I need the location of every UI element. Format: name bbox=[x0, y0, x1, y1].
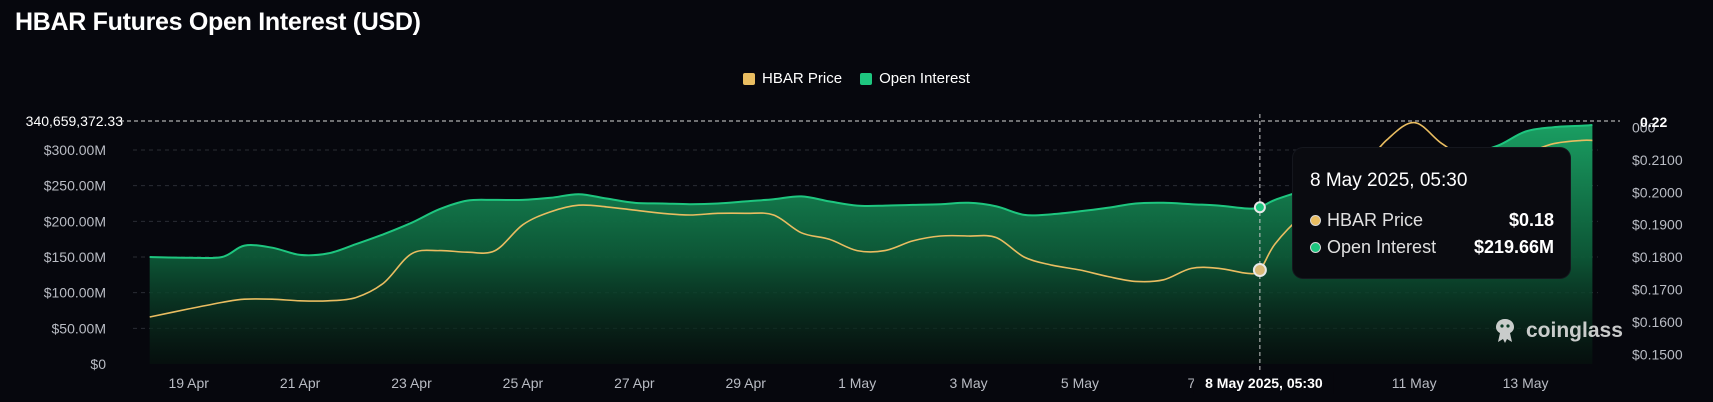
crosshair-date-label: 8 May 2025, 05:30 bbox=[1205, 375, 1323, 391]
tooltip-row-hbar-price: HBAR Price $0.18 bbox=[1310, 210, 1554, 231]
tooltip-row-open-interest: Open Interest $219.66M bbox=[1310, 237, 1554, 258]
crosshair-date-bg bbox=[1193, 372, 1334, 394]
chart-title: HBAR Futures Open Interest (USD) bbox=[15, 8, 421, 36]
x-axis-tick-label: 13 May bbox=[1503, 375, 1549, 391]
right-axis-tick-label: $0.2100 bbox=[1632, 152, 1683, 168]
x-axis-tick-label: 25 Apr bbox=[503, 375, 544, 391]
legend-swatch-open-interest bbox=[860, 72, 873, 85]
tooltip-dot-hbar-price bbox=[1310, 215, 1321, 226]
x-axis-tick-label: 5 May bbox=[1061, 375, 1099, 391]
left-axis-tick-label: $200.00M bbox=[44, 213, 106, 229]
legend-item-open-interest[interactable]: Open Interest bbox=[860, 70, 970, 87]
x-axis-tick-label: 27 Apr bbox=[614, 375, 655, 391]
coinglass-watermark: coinglass bbox=[1490, 316, 1623, 346]
watermark-text: coinglass bbox=[1526, 319, 1623, 342]
tooltip-dot-open-interest bbox=[1310, 242, 1321, 253]
left-axis-tick-label: $50.00M bbox=[52, 320, 106, 336]
right-axis-tick-label: 000 bbox=[1632, 119, 1656, 135]
left-axis-tick-label: $250.00M bbox=[44, 178, 106, 194]
left-axis-tick-label: $300.00M bbox=[44, 142, 106, 158]
left-axis-tick-label: $150.00M bbox=[44, 249, 106, 265]
hbar-price-highlight-point[interactable] bbox=[1252, 263, 1267, 278]
left-axis-tick-label: $100.00M bbox=[44, 285, 106, 301]
tooltip-name: HBAR Price bbox=[1327, 210, 1424, 230]
open-interest-highlight-point[interactable] bbox=[1253, 201, 1266, 214]
x-axis-tick-label: 21 Apr bbox=[280, 375, 321, 391]
legend-label-hbar-price: HBAR Price bbox=[762, 70, 843, 87]
x-axis-tick-label: 3 May bbox=[949, 375, 987, 391]
tooltip-value: $219.66M bbox=[1473, 237, 1554, 257]
chart-legend: HBAR Price Open Interest bbox=[0, 70, 1713, 87]
right-axis-tick-label: $0.1500 bbox=[1632, 346, 1683, 362]
tooltip-name: Open Interest bbox=[1327, 237, 1437, 257]
right-axis-tick-label: $0.1600 bbox=[1632, 314, 1683, 330]
right-axis-tick-label: $0.1700 bbox=[1632, 281, 1683, 297]
tooltip-value: $0.18 bbox=[1508, 210, 1554, 230]
tooltip: 8 May 2025, 05:30 HBAR Price $0.18 Open … bbox=[1293, 148, 1570, 278]
x-axis-tick-label: 23 Apr bbox=[391, 375, 432, 391]
left-axis-tick-label: $0 bbox=[90, 356, 106, 372]
x-axis-tick-label: 29 Apr bbox=[725, 375, 766, 391]
legend-swatch-hbar-price bbox=[743, 72, 756, 85]
open-interest-area bbox=[149, 125, 1593, 364]
right-axis-tick-label: $0.1900 bbox=[1632, 217, 1683, 233]
right-axis-tick-label: $0.2000 bbox=[1632, 184, 1683, 200]
x-axis-tick-label: 11 May bbox=[1392, 375, 1437, 391]
right-axis-tick-label: $0.1800 bbox=[1632, 249, 1683, 265]
tooltip-title: 8 May 2025, 05:30 bbox=[1310, 170, 1468, 191]
legend-item-hbar-price[interactable]: HBAR Price bbox=[743, 70, 842, 87]
x-axis-tick-label: 19 Apr bbox=[168, 375, 209, 391]
x-axis-tick-label: 1 May bbox=[838, 375, 876, 391]
crosshair-price-label: 0.22 bbox=[1640, 114, 1667, 130]
legend-label-open-interest: Open Interest bbox=[879, 70, 970, 87]
crosshair-y-value-label: 340,659,372.33 bbox=[26, 113, 124, 129]
coinglass-logo-icon bbox=[1496, 319, 1514, 343]
x-axis-tick-label: 7 bbox=[1187, 375, 1195, 391]
